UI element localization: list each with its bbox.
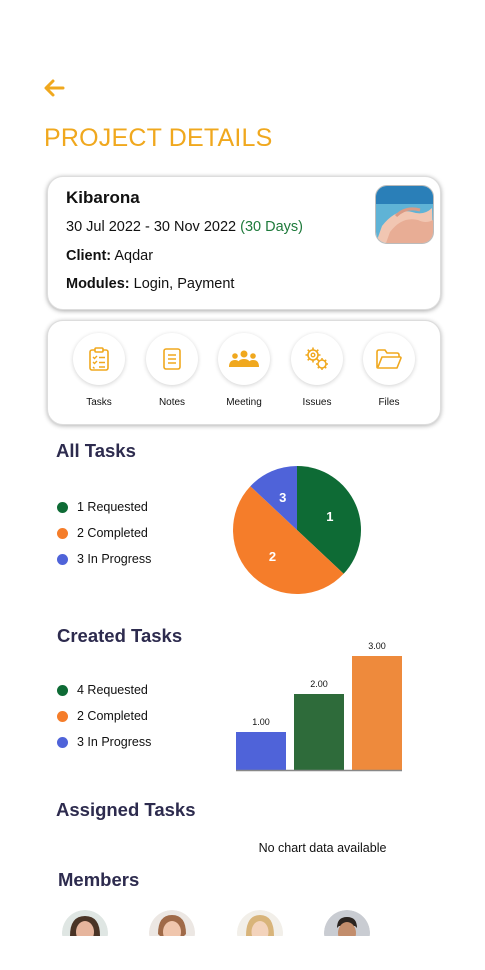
bar-requested	[294, 694, 344, 770]
tasks-label: Tasks	[86, 397, 112, 408]
member-avatar[interactable]	[324, 910, 370, 936]
member-avatar[interactable]	[237, 910, 283, 936]
legend-item-completed: 2 Completed	[57, 526, 148, 540]
pie-slice-in-progress	[250, 466, 297, 530]
created-tasks-bar-chart: 1.00 2.00 3.00	[236, 641, 402, 772]
member-avatar[interactable]	[149, 910, 195, 936]
bar-in-progress	[236, 732, 286, 770]
issues-button[interactable]: Issues	[285, 333, 349, 408]
bar-value-label: 2.00	[310, 679, 328, 689]
legend-label: 3 In Progress	[77, 735, 152, 749]
legend-item-requested: 4 Requested	[57, 683, 148, 697]
legend-dot	[57, 553, 68, 565]
modules-line: Modules: Login, Payment	[66, 276, 234, 292]
page-title: PROJECT DETAILS	[44, 124, 273, 152]
no-chart-data-message: No chart data available	[258, 841, 387, 855]
duration-days: (30 Days)	[240, 219, 303, 235]
bar-value-label: 3.00	[368, 641, 386, 651]
legend-label: 1 Requested	[77, 500, 148, 514]
arrow-left-icon	[44, 79, 65, 97]
assigned-tasks-title: Assigned Tasks	[56, 799, 196, 820]
meeting-label: Meeting	[226, 397, 262, 408]
legend-item-in-progress: 3 In Progress	[57, 552, 151, 566]
pie-slice-requested	[297, 466, 361, 574]
notes-button[interactable]: Notes	[140, 333, 204, 408]
project-dates: 30 Jul 2022 - 30 Nov 2022 (30 Days)	[66, 219, 303, 235]
project-name: Kibarona	[66, 188, 140, 207]
gears-icon	[305, 347, 328, 370]
all-tasks-title: All Tasks	[56, 440, 136, 461]
legend-dot	[57, 684, 68, 696]
date-range: 30 Jul 2022 - 30 Nov 2022	[66, 219, 237, 235]
files-label: Files	[378, 397, 400, 408]
created-tasks-title: Created Tasks	[57, 625, 183, 646]
back-button[interactable]	[40, 76, 70, 100]
legend-label: 4 Requested	[77, 683, 148, 697]
issues-label: Issues	[302, 397, 332, 408]
legend-item-in-progress: 3 In Progress	[57, 735, 151, 749]
bar-value-label: 1.00	[252, 717, 270, 727]
pie-slice-completed	[233, 486, 344, 594]
legend-item-completed: 2 Completed	[57, 709, 148, 723]
legend-label: 3 In Progress	[77, 552, 152, 566]
notes-label: Notes	[158, 397, 186, 408]
pie-slice-label: 2	[269, 549, 276, 564]
modules-label: Modules:	[66, 276, 130, 292]
legend-dot	[57, 710, 68, 722]
legend-dot	[57, 736, 68, 748]
people-icon	[229, 350, 259, 367]
all-tasks-pie-chart: 1 2 3	[233, 466, 361, 594]
project-card: Kibarona 30 Jul 2022 - 30 Nov 2022 (30 D…	[47, 176, 441, 310]
project-thumbnail	[375, 185, 434, 244]
folder-icon	[376, 349, 402, 369]
legend-label: 2 Completed	[77, 526, 148, 540]
legend-dot	[57, 527, 68, 539]
bar-completed	[352, 656, 402, 770]
client-value: Aqdar	[114, 248, 154, 264]
notes-icon	[163, 348, 181, 370]
legend-label: 2 Completed	[77, 709, 148, 723]
legend-item-requested: 1 Requested	[57, 500, 148, 514]
actions-card: Tasks Notes Meeting	[47, 320, 441, 425]
tasks-button[interactable]: Tasks	[67, 333, 131, 408]
legend-dot	[57, 501, 68, 513]
meeting-button[interactable]: Meeting	[212, 333, 276, 408]
files-button[interactable]: Files	[357, 333, 421, 408]
client-label: Client:	[66, 248, 112, 264]
pie-slice-label: 1	[326, 509, 333, 524]
members-title: Members	[58, 869, 140, 890]
client-line: Client: Aqdar	[66, 248, 153, 264]
pie-slice-label: 3	[279, 490, 286, 505]
modules-value: Login, Payment	[133, 276, 235, 292]
clipboard-icon	[89, 347, 109, 371]
member-avatar[interactable]	[62, 910, 108, 936]
